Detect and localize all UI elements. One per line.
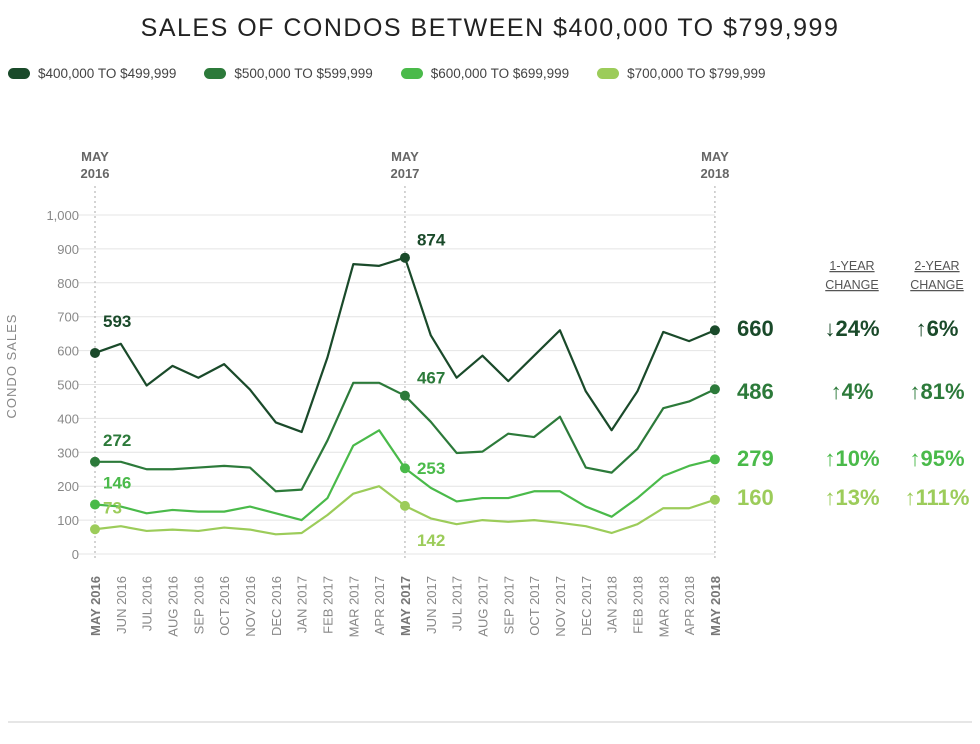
legend-swatch-600k <box>400 68 423 79</box>
data-point <box>399 390 410 401</box>
x-tick-label: OCT 2016 <box>217 576 232 636</box>
legend-item-400k: $400,000 TO $499,999 <box>8 66 176 81</box>
reference-label-month: MAY <box>391 149 419 164</box>
data-label: 874 <box>417 231 446 250</box>
data-label: 73 <box>103 498 122 517</box>
x-tick-label: DEC 2017 <box>579 576 594 636</box>
y-tick-label: 100 <box>57 513 79 528</box>
two-year-change: ↑81% <box>909 379 964 404</box>
legend-item-600k: $600,000 TO $699,999 <box>400 66 570 81</box>
final-value: 486 <box>737 379 774 404</box>
legend-label-600k: $600,000 TO $699,999 <box>430 66 570 81</box>
x-tick-label: NOV 2017 <box>553 576 568 637</box>
data-point <box>90 524 100 535</box>
x-tick-label: JAN 2017 <box>295 576 310 633</box>
y-tick-label: 0 <box>72 547 79 562</box>
data-label: 142 <box>417 531 445 550</box>
legend: $400,000 TO $499,999 $500,000 TO $599,99… <box>8 66 794 81</box>
x-tick-label: JUL 2017 <box>450 576 465 631</box>
x-tick-label: FEB 2018 <box>630 576 645 634</box>
y-tick-label: 400 <box>57 411 79 426</box>
legend-swatch-400k <box>8 68 30 79</box>
x-tick-label: MAR 2018 <box>656 576 671 637</box>
y-tick-label: 800 <box>57 276 79 291</box>
x-tick-label: APR 2017 <box>372 576 387 635</box>
x-tick-label: MAY 2017 <box>398 576 413 636</box>
legend-swatch-700k <box>597 68 620 79</box>
data-label: 146 <box>103 474 131 493</box>
two-year-change: ↑6% <box>916 316 959 341</box>
data-label: 253 <box>417 459 445 478</box>
data-point <box>709 325 720 336</box>
data-point <box>399 463 410 474</box>
data-label: 272 <box>103 431 131 450</box>
data-point <box>90 499 100 510</box>
y-tick-label: 700 <box>57 310 79 325</box>
legend-item-500k: $500,000 TO $599,999 <box>204 66 373 81</box>
data-point <box>709 454 720 465</box>
data-point <box>399 500 410 511</box>
two-year-header: 2-YEAR <box>914 259 959 273</box>
one-year-header: 1-YEAR <box>829 259 874 273</box>
legend-item-700k: $700,000 TO $799,999 <box>597 66 766 81</box>
x-tick-label: SEP 2016 <box>191 576 206 634</box>
final-value: 660 <box>737 316 774 341</box>
x-tick-label: JAN 2018 <box>605 576 620 633</box>
reference-label-year: 2016 <box>81 166 110 181</box>
x-tick-label: JUL 2016 <box>140 576 155 631</box>
x-tick-label: JUN 2016 <box>114 576 129 634</box>
x-tick-label: OCT 2017 <box>527 576 542 636</box>
data-point <box>90 347 100 358</box>
chart-title: SALES OF CONDOS BETWEEN $400,000 TO $799… <box>140 14 840 42</box>
one-year-change: ↑13% <box>824 485 879 510</box>
reference-label-month: MAY <box>81 149 109 164</box>
x-tick-label: AUG 2017 <box>475 576 490 637</box>
legend-swatch-500k <box>204 68 227 79</box>
reference-label-year: 2017 <box>390 166 419 181</box>
x-tick-label: SEP 2017 <box>501 576 516 634</box>
reference-label-month: MAY <box>701 149 729 164</box>
one-year-change: ↑4% <box>831 379 874 404</box>
one-year-change: ↑10% <box>824 446 879 471</box>
two-year-change: ↑95% <box>909 446 964 471</box>
final-value: 279 <box>737 446 774 471</box>
data-point <box>709 384 720 395</box>
two-year-header: CHANGE <box>910 278 963 292</box>
final-value: 160 <box>737 485 774 510</box>
x-tick-label: MAY 2018 <box>708 576 723 636</box>
one-year-header: CHANGE <box>825 278 878 292</box>
y-tick-label: 300 <box>57 445 79 460</box>
legend-label-700k: $700,000 TO $799,999 <box>627 66 766 81</box>
legend-label-400k: $400,000 TO $499,999 <box>38 66 177 81</box>
data-label: 467 <box>417 369 445 388</box>
x-tick-label: JUN 2017 <box>424 576 439 634</box>
x-tick-label: AUG 2016 <box>165 576 180 637</box>
y-tick-label: 900 <box>57 242 79 257</box>
data-point <box>399 252 410 263</box>
data-point <box>90 456 100 467</box>
y-tick-label: 200 <box>57 479 79 494</box>
x-tick-label: FEB 2017 <box>320 576 335 634</box>
one-year-change: ↓24% <box>824 316 879 341</box>
x-tick-label: APR 2018 <box>682 576 697 635</box>
data-point <box>709 494 720 505</box>
y-tick-label: 600 <box>57 344 79 359</box>
x-tick-label: NOV 2016 <box>243 576 258 637</box>
y-tick-label: 500 <box>57 378 79 393</box>
x-tick-label: DEC 2016 <box>269 576 284 636</box>
x-tick-label: MAY 2016 <box>88 576 103 636</box>
data-label: 593 <box>103 312 131 331</box>
y-axis-title: CONDO SALES <box>4 314 19 419</box>
reference-label-year: 2018 <box>700 166 729 181</box>
series-line <box>94 256 716 434</box>
x-tick-label: MAR 2017 <box>346 576 361 637</box>
two-year-change: ↑111% <box>905 485 970 510</box>
legend-label-500k: $500,000 TO $599,999 <box>234 66 373 81</box>
y-tick-label: 1,000 <box>46 208 79 223</box>
